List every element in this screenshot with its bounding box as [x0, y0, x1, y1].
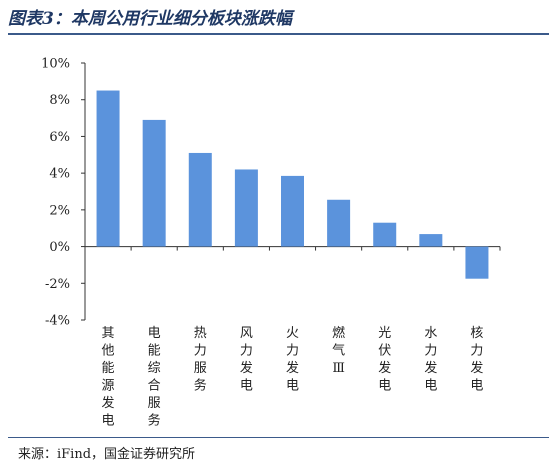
x-category-label: 热力服务 [194, 326, 207, 394]
source-divider [8, 437, 549, 438]
y-tick-label: 6% [49, 130, 70, 145]
y-tick-label: 8% [49, 93, 70, 108]
bar [419, 234, 443, 247]
bar [188, 152, 212, 247]
bar [373, 222, 397, 247]
bar [465, 246, 489, 279]
x-category-label: 火力发电 [286, 326, 299, 394]
y-tick-label: 10% [41, 57, 70, 72]
title-divider [8, 33, 549, 35]
x-category-label: 核力发电 [470, 326, 483, 394]
chart-title: 图表3：本周公用行业细分板块涨跌幅 [8, 9, 292, 29]
bar-chart: -4% -2% 0% 2% 4% 6% 8% 10% 其他能源发电 电能综合服务 热力服务 风力发电… [41, 57, 501, 429]
y-tick-label: -4% [45, 314, 70, 329]
bar [96, 90, 120, 247]
x-category-label: 水力发电 [424, 326, 437, 394]
bar [142, 119, 166, 247]
y-tick-label: 4% [49, 167, 70, 182]
bar [327, 199, 351, 247]
source-note: 来源：iFind，国金证券研究所 [18, 447, 196, 462]
y-tick-label: 0% [49, 240, 70, 255]
y-tick-label: -2% [45, 277, 70, 292]
x-category-label: 光伏发电 [378, 326, 391, 394]
x-category-label: 燃气 Ⅲ [332, 325, 345, 376]
x-category-label: 风力发电 [240, 326, 253, 394]
x-category-label: 电能综合服务 [148, 326, 161, 429]
x-category-label: 其他能源发电 [102, 326, 115, 429]
y-tick-label: 2% [49, 203, 70, 218]
bar [234, 169, 258, 247]
bar [281, 175, 304, 247]
